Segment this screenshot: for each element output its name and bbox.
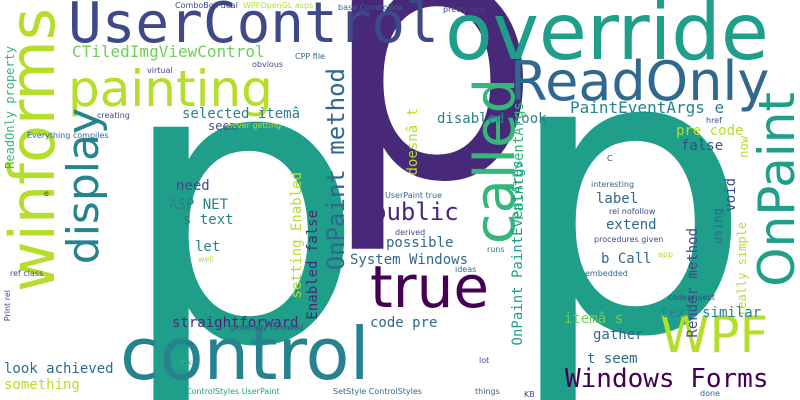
word-windows-forms: Windows Forms [565,364,769,394]
word-rel-nofollow: rel nofollow [609,207,656,216]
word-true-big: true [370,253,490,321]
word-print-rel: Print rel [3,290,12,322]
word-p-left: p [118,0,366,400]
word-now: now [737,136,751,158]
word-public: public [372,198,459,226]
word-let: let [195,239,221,255]
word-never-getting: never getting [227,121,282,130]
word-derived: derived [395,228,426,237]
word-using: using [711,208,725,245]
word-interesting: interesting [591,180,635,189]
word-straightforward: straightforward [172,315,299,331]
word-pretty-new: pretty new [443,5,487,14]
word-s-text: s text [183,212,234,228]
word-codeproject: codeproject [668,293,716,302]
word-override: override [445,0,769,78]
word-ideas: ideas [455,265,477,274]
word-kb: KB [524,390,535,399]
word-procedures-given: procedures given [594,235,664,244]
word-asp-net: ASP NET [169,197,229,213]
word-controlstyles-userpaint: ControlStyles UserPaint [186,387,280,396]
word-runs: runs [487,245,505,254]
word-void: void [723,178,739,212]
word-combobox-deal: ComboBox deal [175,1,238,10]
word-creating: creating [97,111,130,120]
word-item-s: itemâ s [564,311,624,327]
word-onpaint-painteventargs: OnPaint PaintEventArgs [510,160,526,346]
word-render-method: Render method [685,228,701,338]
word-setting-enabled: setting Enabled [289,172,305,299]
word-disabled-look: disabled look [437,111,547,127]
word-ctiledimg: CTiledImgViewControl [72,42,265,61]
word-label: label [596,191,639,207]
word-something: something [4,377,80,393]
word-generally-followed: generally followed [230,323,304,332]
word-control: control [120,312,370,396]
word-done: done [700,389,720,398]
word-userpaint-true: UserPaint true [385,191,442,200]
word-p-right: p [505,0,753,400]
word-lot: lot [479,356,490,365]
word-t-seem: t seem [587,351,638,367]
word-need: need [176,178,210,194]
word-things: things [475,387,500,396]
word-painting: painting [68,60,273,118]
word-obvious: obvious [252,60,284,69]
word-embedded: embedded [585,269,628,278]
word-possible: possible [386,235,454,251]
word-system-windows: System Windows [350,252,469,268]
word-href: href [706,116,722,125]
word-wpf-opengl: WPFOpenGL asps [243,1,314,10]
word-b-call: b Call [601,251,652,267]
word-wpf: WPF [660,306,769,364]
word-ref-class: ref class [10,269,44,278]
word-gather: gather [593,327,644,343]
word-usercontrol: UserControl [68,0,439,56]
word-c: C [607,154,613,163]
word-seem: seem [208,119,237,133]
word-doesnt: doesnâ t [405,108,421,176]
word-cpp-file: CPP file [295,52,325,61]
word-setstyle: SetStyle ControlStyles [333,387,422,396]
word-readonly-property: ReadOnly property [3,46,17,169]
word-selected-item: selected itemâ [182,106,301,122]
word-everything-compiles: Everything compiles [27,131,109,140]
word-false: false [681,138,724,154]
word-onpaint-method: OnPaint method [322,68,350,271]
word-virtual: virtual [147,66,173,75]
word-text-similar: text similar [660,305,762,321]
word-readonly-big: ReadOnly [510,50,770,113]
word-extend: extend [606,217,657,233]
word-look-achieved: look achieved [4,361,114,377]
word-link: link [178,358,193,367]
word-e: e [44,189,49,198]
word-app: app [658,250,674,259]
word-base-combobox: base ComboBox [338,3,403,12]
word-code-pre: code pre [370,315,438,331]
word-pre-code: pre code [676,123,744,139]
word-painteventargs-e: PaintEventArgs e [570,98,725,117]
word-enabled-false: Enabled false [305,210,321,320]
word-well: well [198,255,214,264]
word-really-simple: really simple [735,222,749,316]
word-p-center: p [320,0,543,259]
word-onpaint-big: OnPaint [748,92,800,287]
